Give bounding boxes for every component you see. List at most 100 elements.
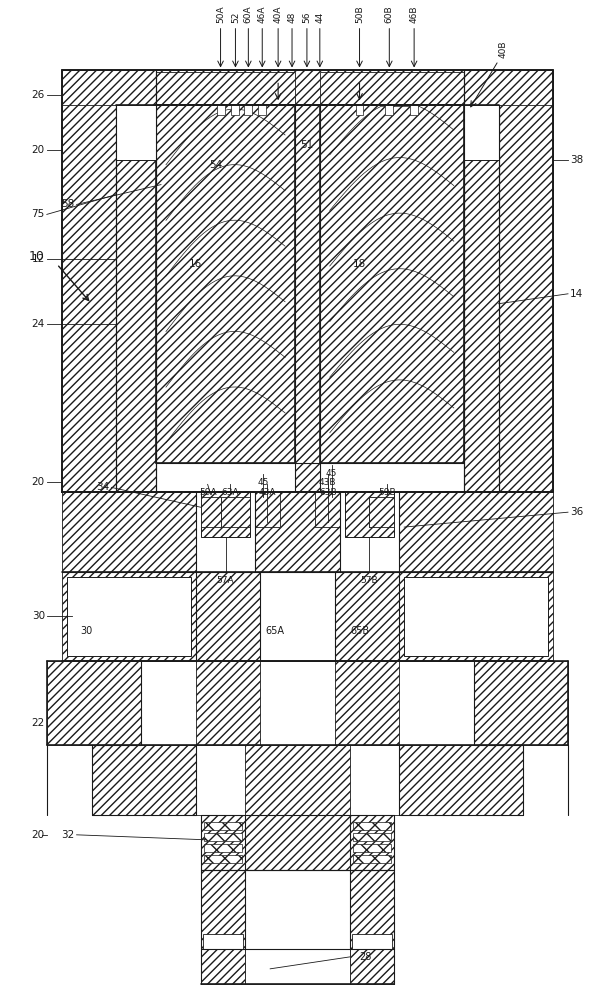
Text: 20: 20 (32, 477, 45, 487)
Polygon shape (196, 572, 260, 661)
Text: 60B: 60B (385, 5, 394, 23)
Polygon shape (245, 815, 350, 870)
Polygon shape (353, 855, 391, 863)
Polygon shape (196, 661, 260, 745)
Polygon shape (156, 105, 295, 463)
Polygon shape (245, 745, 350, 815)
Polygon shape (315, 492, 340, 527)
Polygon shape (204, 833, 242, 841)
Text: 58: 58 (61, 199, 74, 209)
Text: 20: 20 (32, 830, 45, 840)
Polygon shape (204, 844, 242, 852)
Text: 45: 45 (258, 478, 269, 487)
Text: 57B: 57B (361, 576, 378, 585)
Text: 60A: 60A (244, 5, 253, 23)
Polygon shape (498, 70, 553, 492)
Polygon shape (400, 745, 523, 815)
Polygon shape (2, 6, 589, 999)
Polygon shape (61, 70, 553, 105)
Text: 46A: 46A (258, 5, 267, 23)
Polygon shape (47, 661, 141, 745)
Polygon shape (245, 949, 350, 984)
Polygon shape (116, 105, 156, 160)
Polygon shape (61, 492, 553, 572)
Polygon shape (61, 70, 116, 492)
Text: 75: 75 (31, 209, 45, 219)
Polygon shape (216, 105, 225, 115)
Text: 65B: 65B (350, 626, 369, 636)
Text: 24: 24 (31, 319, 45, 329)
Text: 40A: 40A (274, 5, 282, 23)
Text: 16: 16 (189, 259, 202, 269)
Polygon shape (156, 72, 295, 105)
Polygon shape (369, 497, 394, 527)
Text: 65A: 65A (265, 626, 285, 636)
Text: 48: 48 (288, 11, 297, 23)
Text: 51: 51 (300, 140, 314, 150)
Text: 14: 14 (570, 289, 583, 299)
Text: 38: 38 (570, 155, 583, 165)
Text: 50A: 50A (216, 5, 225, 23)
Polygon shape (335, 661, 400, 745)
Polygon shape (335, 572, 400, 661)
Text: 56: 56 (303, 11, 311, 23)
Polygon shape (353, 822, 391, 830)
Polygon shape (201, 492, 251, 537)
Polygon shape (260, 745, 335, 815)
Text: 18: 18 (353, 259, 366, 269)
Polygon shape (201, 870, 245, 949)
Polygon shape (404, 577, 548, 656)
Text: 20: 20 (32, 145, 45, 155)
Text: 30: 30 (32, 611, 45, 621)
Polygon shape (464, 105, 498, 160)
Text: 43B: 43B (319, 478, 336, 487)
Polygon shape (116, 105, 156, 492)
Polygon shape (369, 497, 375, 527)
Polygon shape (356, 105, 363, 115)
Polygon shape (474, 661, 568, 745)
Polygon shape (258, 105, 266, 115)
Text: 50B: 50B (355, 5, 364, 23)
Polygon shape (410, 105, 418, 115)
Polygon shape (353, 844, 391, 852)
Polygon shape (201, 497, 220, 527)
Polygon shape (204, 855, 242, 863)
Text: 63B: 63B (319, 488, 337, 497)
Polygon shape (141, 661, 474, 745)
Text: 45: 45 (326, 469, 337, 478)
Text: 34: 34 (96, 482, 109, 492)
Polygon shape (203, 934, 243, 949)
Text: 40B: 40B (499, 40, 508, 58)
Polygon shape (464, 105, 498, 492)
Text: 54: 54 (209, 160, 222, 170)
Text: 59A: 59A (199, 488, 216, 497)
Text: 26: 26 (31, 90, 45, 100)
Text: 22: 22 (31, 718, 45, 728)
Polygon shape (201, 815, 245, 870)
Polygon shape (220, 497, 251, 527)
Text: 46B: 46B (410, 5, 418, 23)
Text: 52: 52 (231, 11, 240, 23)
Polygon shape (196, 745, 260, 815)
Text: 44: 44 (316, 12, 324, 23)
Polygon shape (350, 815, 394, 870)
Polygon shape (385, 105, 393, 115)
Text: 32: 32 (61, 830, 74, 840)
Polygon shape (340, 492, 400, 572)
Polygon shape (244, 105, 252, 115)
Polygon shape (245, 870, 350, 949)
Text: 59B: 59B (378, 488, 396, 497)
Polygon shape (350, 870, 394, 949)
Polygon shape (201, 949, 245, 984)
Text: 30: 30 (80, 626, 93, 636)
Text: 57A: 57A (217, 576, 234, 585)
Polygon shape (320, 72, 464, 105)
Text: 12: 12 (31, 254, 45, 264)
Polygon shape (196, 492, 255, 572)
Polygon shape (255, 492, 340, 572)
Polygon shape (353, 833, 391, 841)
Polygon shape (67, 577, 191, 656)
Polygon shape (352, 934, 392, 949)
Text: 28: 28 (359, 952, 372, 962)
Text: 63A: 63A (222, 488, 239, 497)
